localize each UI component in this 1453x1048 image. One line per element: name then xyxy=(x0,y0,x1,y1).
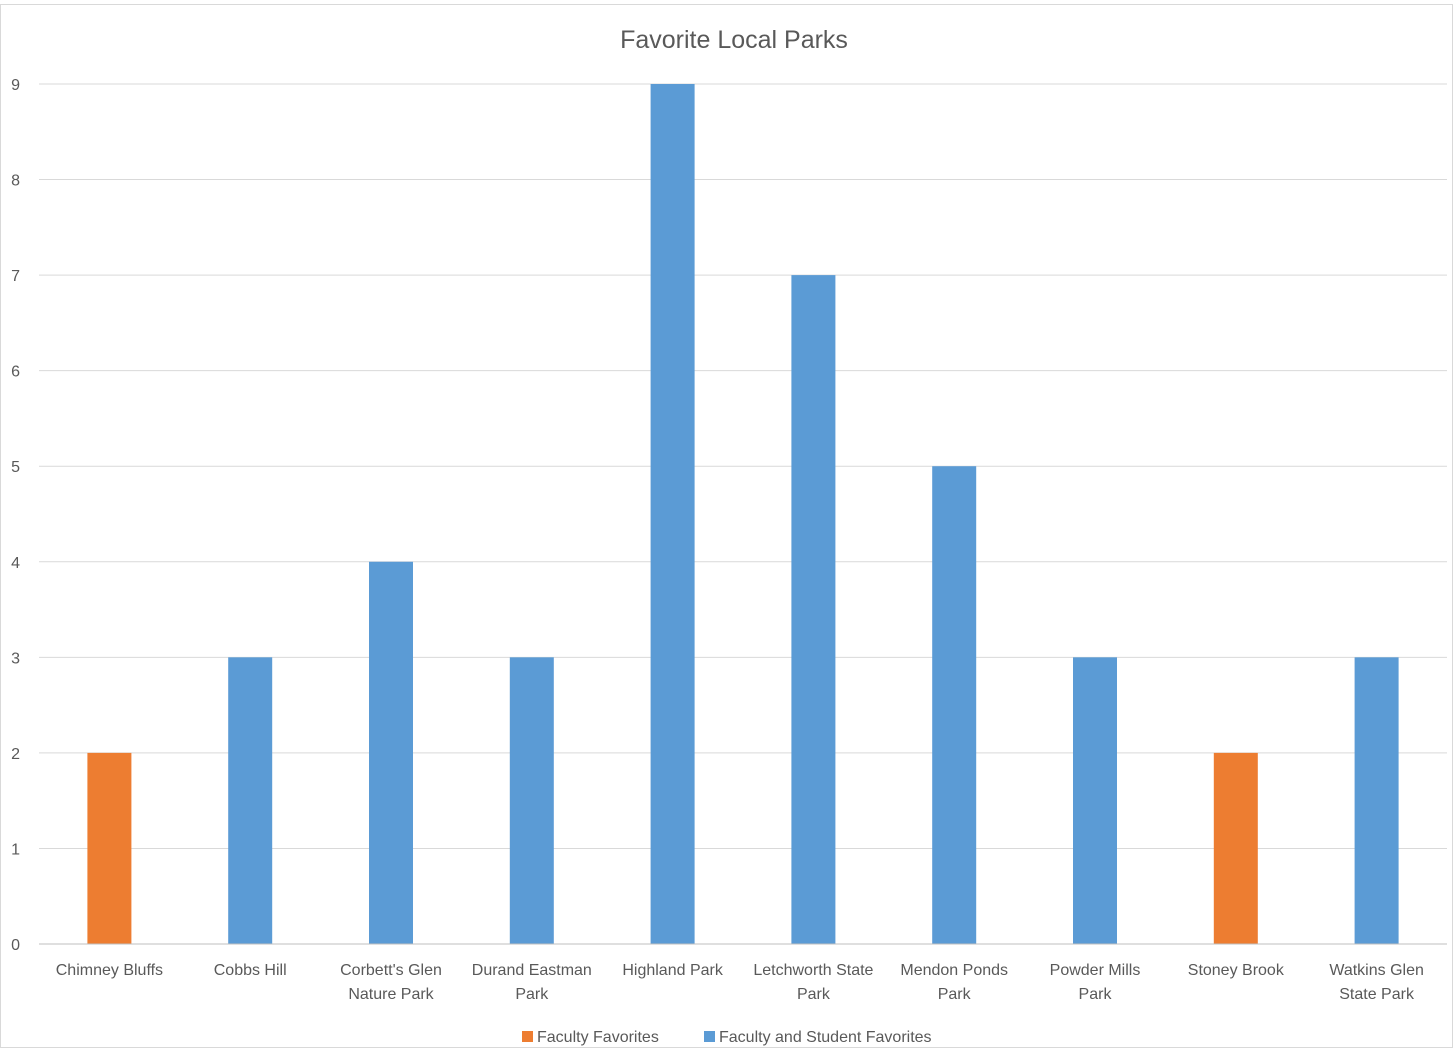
x-tick-label-line: Watkins Glen xyxy=(1329,962,1424,979)
legend: Faculty Favorites Faculty and Student Fav… xyxy=(522,1029,932,1046)
x-tick-label-line: Powder Mills xyxy=(1050,962,1141,979)
x-tick-label: Mendon Ponds Park xyxy=(900,962,1008,1003)
bar xyxy=(87,752,132,944)
x-tick-label-line: Stoney Brook xyxy=(1188,962,1285,979)
bar xyxy=(1213,752,1258,944)
x-tick-label: Powder Mills Park xyxy=(1050,962,1141,1003)
y-tick-label: 0 xyxy=(11,937,20,954)
bar xyxy=(509,657,554,944)
gridlines xyxy=(39,83,1447,849)
x-tick-label: Stoney Brook xyxy=(1188,962,1285,979)
y-tick-label: 8 xyxy=(11,173,20,190)
bars xyxy=(87,84,1399,945)
bar xyxy=(791,275,836,945)
x-tick-label-line: Corbett's Glen xyxy=(340,962,442,979)
y-tick-label: 2 xyxy=(11,746,20,763)
y-tick-label: 3 xyxy=(11,650,20,667)
x-tick-label: Cobbs Hill xyxy=(214,962,287,979)
x-tick-label-line: Cobbs Hill xyxy=(214,962,287,979)
x-tick-label-line: Mendon Ponds xyxy=(900,962,1008,979)
x-tick-label-line: Park xyxy=(1079,986,1113,1003)
x-tick-label-line: Park xyxy=(938,986,972,1003)
y-tick-label: 1 xyxy=(11,841,20,858)
y-tick-label: 9 xyxy=(11,77,20,94)
bar xyxy=(650,84,695,944)
bar xyxy=(228,657,273,944)
bar xyxy=(369,561,413,944)
x-tick-label-line: Chimney Bluffs xyxy=(56,962,163,979)
chart-title: Favorite Local Parks xyxy=(620,26,848,54)
x-tick-label: Highland Park xyxy=(622,962,724,979)
x-tick-label: Chimney Bluffs xyxy=(56,962,163,979)
x-axis-ticks: Chimney Bluffs Cobbs Hill Corbett's Glen Na… xyxy=(56,962,1424,1003)
y-tick-label: 4 xyxy=(11,555,20,572)
legend-swatch xyxy=(522,1031,533,1042)
legend-swatch xyxy=(704,1031,715,1042)
bar xyxy=(932,466,977,944)
y-axis-ticks: 0 1 2 3 4 5 6 7 8 9 xyxy=(11,77,20,954)
legend-label: Faculty Favorites xyxy=(537,1029,659,1046)
x-tick-label-line: Durand Eastman xyxy=(472,962,592,979)
y-tick-label: 7 xyxy=(11,268,20,285)
x-tick-label-line: Nature Park xyxy=(348,986,434,1003)
x-tick-label-line: Park xyxy=(515,986,549,1003)
x-tick-label: Letchworth State Park xyxy=(753,962,873,1003)
x-tick-label-line: Highland Park xyxy=(622,962,724,979)
bar xyxy=(1073,657,1117,944)
x-tick-label: Corbett's Glen Nature Park xyxy=(340,962,442,1003)
bar xyxy=(1354,657,1399,944)
x-tick-label: Durand Eastman Park xyxy=(472,962,592,1003)
y-tick-label: 5 xyxy=(11,459,20,476)
x-tick-label-line: State Park xyxy=(1339,986,1415,1003)
x-tick-label-line: Letchworth State xyxy=(753,962,873,979)
legend-label: Faculty and Student Favorites xyxy=(719,1029,932,1046)
x-tick-label: Watkins Glen State Park xyxy=(1329,962,1424,1003)
y-tick-label: 6 xyxy=(11,364,20,381)
x-tick-label-line: Park xyxy=(797,986,831,1003)
